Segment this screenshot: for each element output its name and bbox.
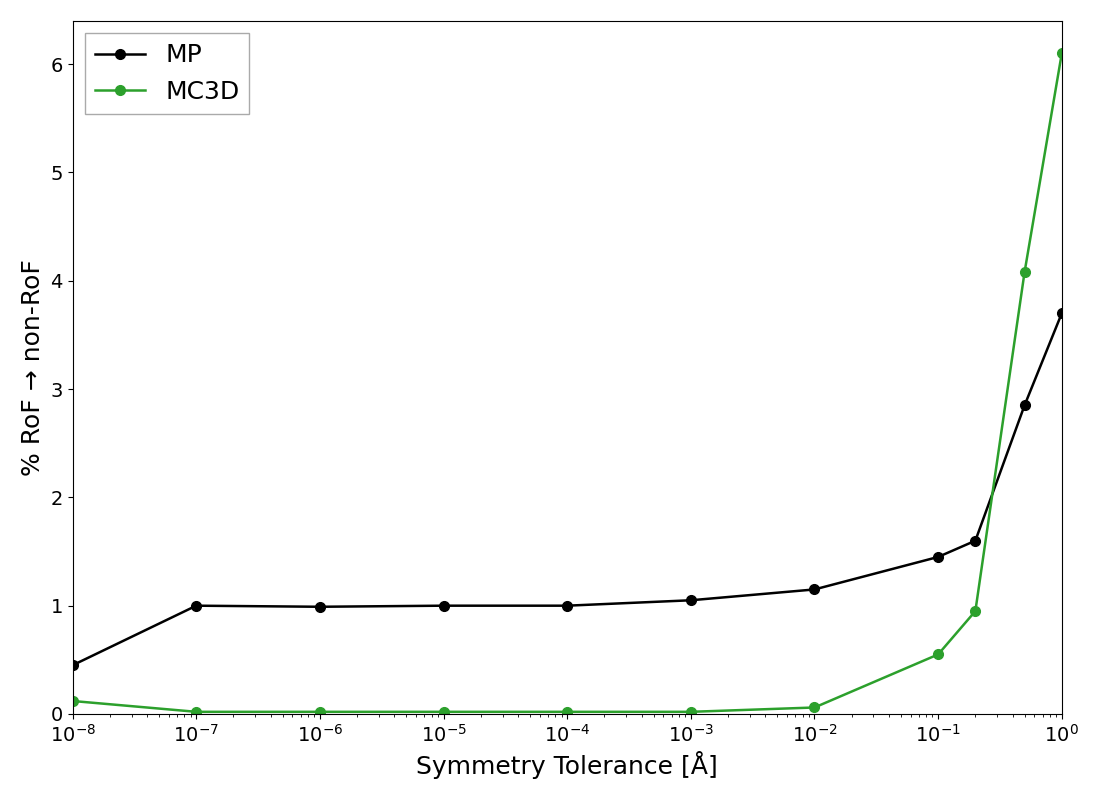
MP [932, 552, 945, 562]
MP [66, 661, 79, 670]
MP [969, 536, 982, 546]
MC3D [437, 707, 450, 717]
MP [437, 601, 450, 610]
MP [807, 585, 821, 594]
Legend: MP, MC3D: MP, MC3D [85, 34, 250, 114]
MP [561, 601, 574, 610]
MC3D [314, 707, 327, 717]
MC3D [684, 707, 697, 717]
MC3D [1018, 267, 1031, 277]
MC3D [969, 606, 982, 616]
Y-axis label: % RoF → non-RoF: % RoF → non-RoF [21, 259, 45, 476]
MC3D [66, 696, 79, 706]
MC3D [932, 650, 945, 659]
MC3D [1055, 49, 1068, 58]
MP [1055, 309, 1068, 318]
MP [189, 601, 202, 610]
X-axis label: Symmetry Tolerance [Å]: Symmetry Tolerance [Å] [416, 751, 718, 779]
MP [1018, 401, 1031, 410]
MC3D [561, 707, 574, 717]
MC3D [189, 707, 202, 717]
MP [314, 602, 327, 611]
Line: MP: MP [68, 308, 1067, 670]
Line: MC3D: MC3D [68, 49, 1067, 717]
MP [684, 595, 697, 605]
MC3D [807, 702, 821, 712]
